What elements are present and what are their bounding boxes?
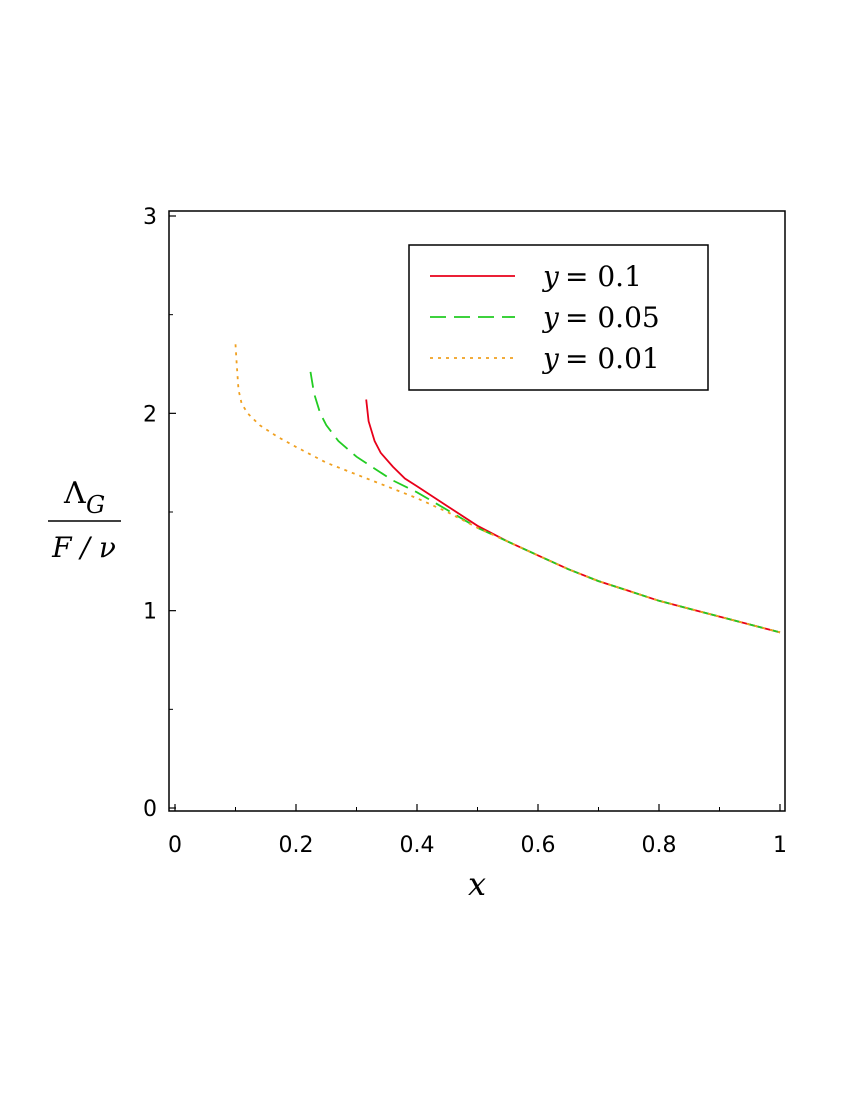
series-line-2 xyxy=(309,371,781,634)
x-tick-label: 0 xyxy=(168,833,182,858)
y-tick-label: 1 xyxy=(143,600,157,625)
legend-variable: y xyxy=(541,260,560,293)
series-line-1 xyxy=(365,399,781,634)
series-layer xyxy=(234,344,781,634)
x-tick-label: 0.4 xyxy=(400,833,435,858)
legend-variable: y xyxy=(541,342,560,375)
y-axis-label: Λ G F / ν xyxy=(48,476,121,564)
x-tick-label: 0.8 xyxy=(642,833,677,858)
x-tick-label: 0.2 xyxy=(279,833,314,858)
y-axis-label-numerator: Λ xyxy=(63,476,86,511)
y-axis-label-denominator: F / ν xyxy=(51,531,116,564)
series-line-3 xyxy=(234,344,781,634)
x-tick-label: 1 xyxy=(773,833,787,858)
x-tick-label: 0.6 xyxy=(521,833,556,858)
x-axis-ticks: 0 0.2 0.4 0.6 0.8 1 xyxy=(168,804,787,858)
legend-variable: y xyxy=(541,301,560,334)
y-tick-label: 3 xyxy=(143,205,157,230)
x-axis-label: x xyxy=(468,865,486,903)
legend-label: = 0.01 xyxy=(565,342,660,375)
y-tick-label: 0 xyxy=(143,797,157,822)
y-axis-ticks: 0 1 2 3 xyxy=(143,205,176,822)
legend-entries: y = 0.1y = 0.05y = 0.01 xyxy=(430,260,660,375)
y-axis-label-subscript: G xyxy=(86,491,105,519)
y-tick-label: 2 xyxy=(143,402,157,427)
legend-label: = 0.1 xyxy=(565,260,642,293)
legend: y = 0.1y = 0.05y = 0.01 xyxy=(408,244,709,391)
legend-label: = 0.05 xyxy=(565,301,660,334)
